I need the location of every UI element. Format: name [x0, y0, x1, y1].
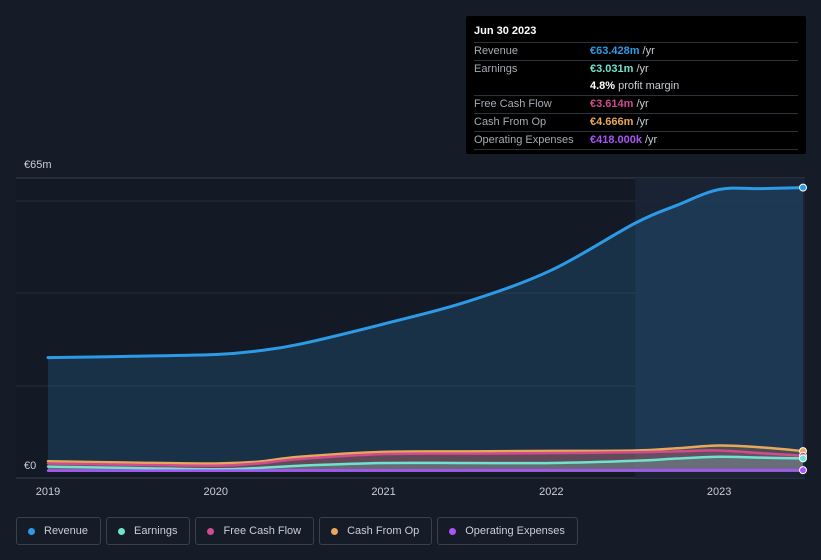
- x-tick-label: 2022: [539, 486, 563, 498]
- series-layer: [46, 186, 805, 472]
- tooltip-unit: /yr: [642, 45, 655, 57]
- y-axis-top-label: €65m: [24, 159, 52, 171]
- legend-dot-icon: [118, 527, 126, 535]
- x-axis: 2019 2020 2021 2022 2023: [36, 486, 732, 498]
- series-line-cash-from-op: [46, 444, 805, 465]
- tooltip-label: Operating Expenses: [474, 134, 574, 146]
- series-end-marker-revenue: [799, 183, 807, 192]
- series-line-revenue: [46, 186, 805, 360]
- legend-label: Operating Expenses: [465, 525, 565, 537]
- highlight-band: [635, 178, 805, 478]
- x-tick-label: 2023: [707, 486, 731, 498]
- legend-dot-icon: [331, 527, 339, 535]
- tooltip-value: €4.666m: [590, 116, 634, 128]
- legend-label: Revenue: [44, 525, 89, 537]
- legend-dot-icon: [28, 527, 35, 535]
- series-line-free-cash-flow: [46, 449, 805, 468]
- tooltip-row-cash-from-op: Cash From Op €4.666m /yr: [474, 114, 798, 132]
- tooltip-label: [474, 78, 590, 95]
- tooltip-unit: profit margin: [618, 80, 680, 92]
- tooltip-row-revenue: Revenue €63.428m /yr: [474, 43, 798, 61]
- series-line-earnings: [46, 455, 805, 471]
- legend-item-free-cash-flow[interactable]: Free Cash Flow: [195, 517, 315, 545]
- tooltip-value: €3.614m: [590, 98, 634, 110]
- legend-label: Free Cash Flow: [223, 525, 302, 537]
- legend-label: Earnings: [134, 525, 178, 537]
- tooltip-unit: /yr: [636, 98, 649, 110]
- legend-item-revenue[interactable]: Revenue: [16, 517, 102, 545]
- tooltip-unit: /yr: [636, 63, 649, 75]
- tooltip-value: €3.031m: [590, 63, 634, 75]
- tooltip-date: Jun 30 2023: [474, 22, 798, 43]
- series-area-earnings: [48, 456, 803, 472]
- legend-dot-icon: [449, 527, 457, 535]
- y-axis-bottom-label: €0: [24, 460, 37, 472]
- legend-dot-icon: [207, 527, 215, 535]
- tooltip-value: 4.8%: [590, 80, 616, 92]
- end-markers: [799, 183, 807, 475]
- legend-label: Cash From Op: [347, 525, 420, 537]
- tooltip-row-profit-margin: 4.8% profit margin: [474, 78, 798, 96]
- tooltip-row-free-cash-flow: Free Cash Flow €3.614m /yr: [474, 96, 798, 114]
- legend-item-earnings[interactable]: Earnings: [106, 517, 191, 545]
- x-tick-label: 2020: [204, 486, 228, 498]
- x-tick-label: 2019: [36, 486, 60, 498]
- series-area-free-cash-flow: [48, 450, 803, 472]
- series-end-marker-operating-expenses: [799, 466, 807, 475]
- series-area-revenue: [48, 187, 803, 472]
- legend: Revenue Earnings Free Cash Flow Cash Fro…: [16, 517, 583, 545]
- x-tick-label: 2021: [371, 486, 395, 498]
- tooltip-label: Cash From Op: [474, 116, 547, 128]
- legend-item-cash-from-op[interactable]: Cash From Op: [319, 517, 433, 545]
- tooltip-label: Free Cash Flow: [474, 98, 552, 110]
- tooltip-label: Earnings: [474, 63, 518, 75]
- tooltip-unit: /yr: [636, 116, 649, 128]
- tooltip-value: €418.000k: [590, 134, 642, 146]
- tooltip-unit: /yr: [645, 134, 658, 146]
- series-line-operating-expenses: [46, 468, 805, 472]
- legend-item-operating-expenses[interactable]: Operating Expenses: [437, 517, 578, 545]
- tooltip-row-operating-expenses: Operating Expenses €418.000k /yr: [474, 132, 798, 150]
- series-end-marker-earnings: [799, 454, 807, 463]
- tooltip-panel: Jun 30 2023 Revenue €63.428m /yr Earning…: [466, 16, 806, 154]
- tooltip-value: €63.428m: [590, 45, 640, 57]
- tooltip-row-earnings: Earnings €3.031m /yr: [474, 61, 798, 78]
- tooltip-label: Revenue: [474, 45, 519, 57]
